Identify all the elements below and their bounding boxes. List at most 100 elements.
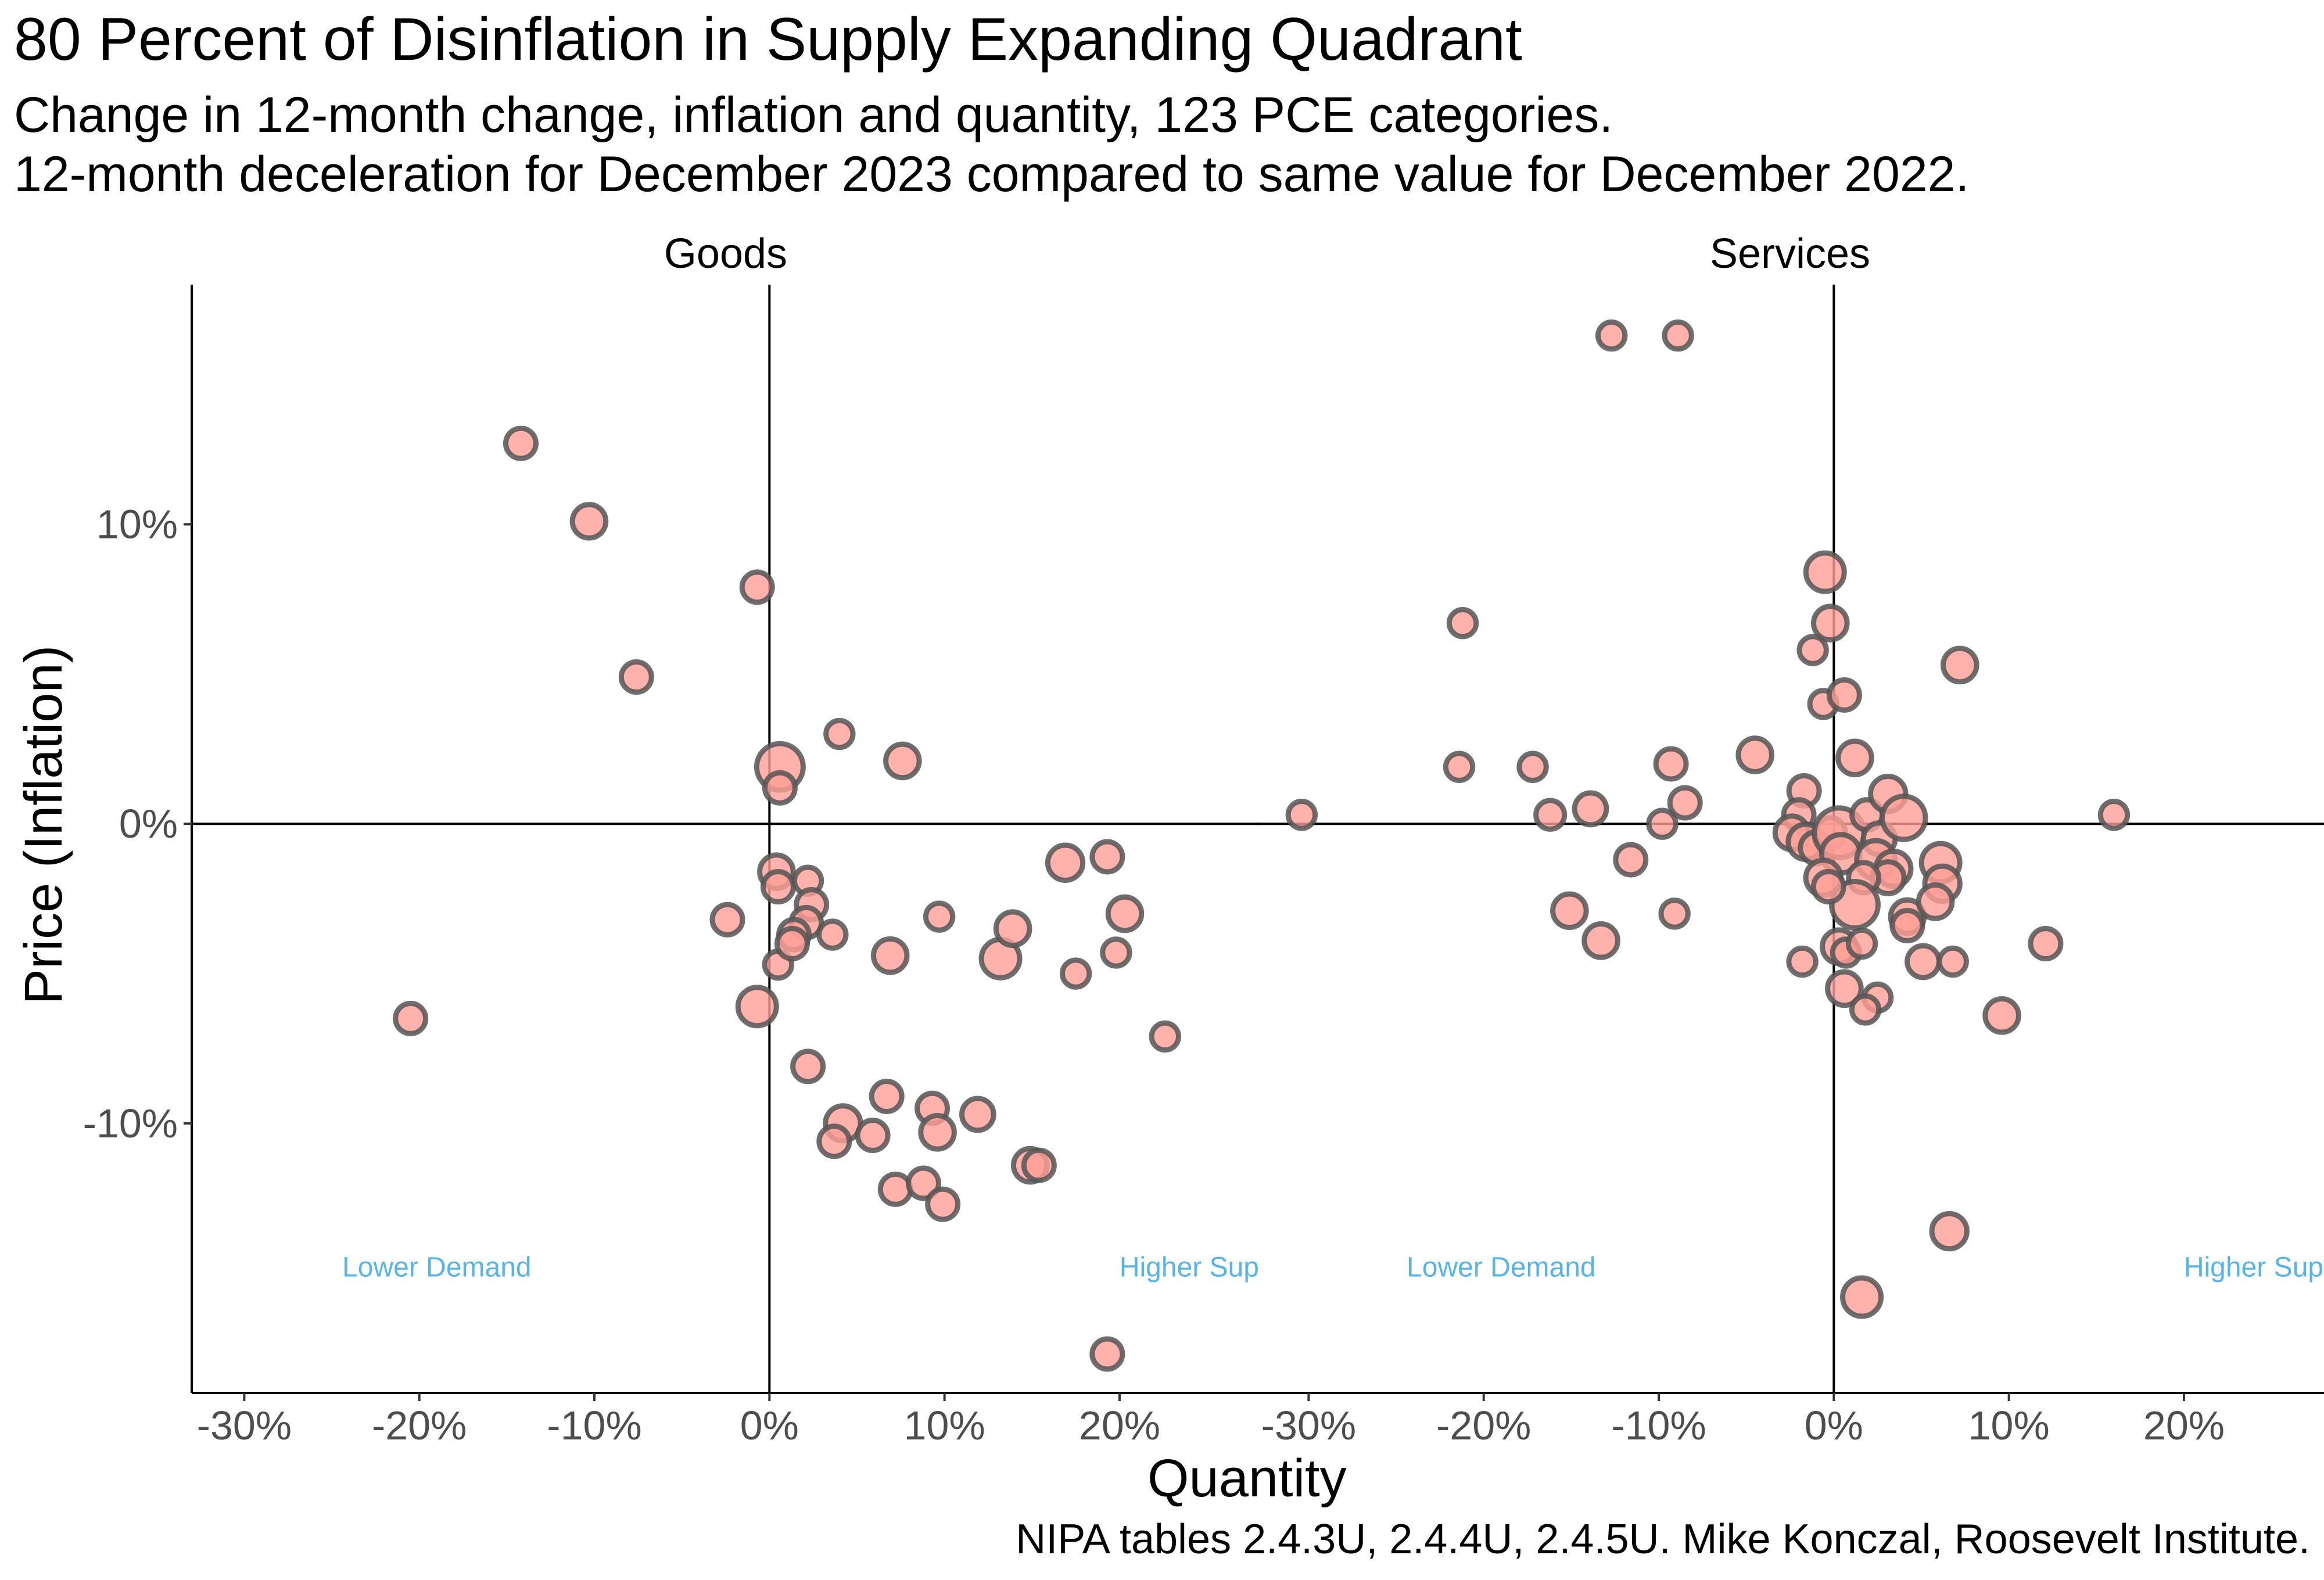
data-point — [918, 1113, 957, 1152]
x-tick-label: 0% — [740, 1403, 799, 1448]
data-point — [503, 425, 539, 461]
data-point — [2097, 799, 2131, 831]
data-point — [790, 1048, 826, 1085]
data-point — [1613, 842, 1649, 878]
y-tick-label: 10% — [96, 502, 178, 547]
data-point — [1089, 1336, 1125, 1372]
data-point — [1735, 735, 1775, 774]
data-point — [1845, 927, 1878, 960]
data-point — [1595, 319, 1628, 352]
data-point — [760, 869, 796, 905]
data-point — [959, 1096, 996, 1133]
data-point — [923, 900, 956, 933]
data-point — [735, 985, 779, 1029]
data-point — [1550, 891, 1589, 931]
x-tick-label: -10% — [547, 1403, 641, 1448]
facet-title-services: Services — [1709, 231, 1871, 277]
data-point — [1646, 807, 1679, 840]
data-point — [1905, 943, 1942, 981]
facet-title-goods: Goods — [664, 231, 788, 277]
data-point — [1840, 1275, 1884, 1319]
data-point — [869, 1078, 905, 1114]
y-tick-label: -10% — [83, 1101, 178, 1146]
data-point — [1929, 1211, 1970, 1252]
data-point — [883, 741, 922, 781]
data-point — [618, 659, 654, 695]
data-point — [877, 1171, 913, 1207]
data-point — [1810, 869, 1846, 905]
data-point — [1916, 882, 1955, 921]
data-point — [1940, 645, 1979, 685]
data-point — [569, 502, 609, 541]
data-point — [1572, 790, 1609, 828]
data-point — [1849, 993, 1882, 1026]
x-axis-title: Quantity — [1147, 1449, 1347, 1508]
x-tick-label: 0% — [1805, 1403, 1863, 1448]
source-caption: NIPA tables 2.4.3U, 2.4.4U, 2.4.5U. Mike… — [1016, 1516, 2310, 1563]
data-point — [1658, 897, 1691, 930]
data-point — [993, 909, 1032, 949]
x-tick-label: 20% — [1079, 1403, 1160, 1448]
data-point — [1533, 798, 1568, 832]
data-point — [1796, 634, 1829, 666]
chart-subtitle-line-1: Change in 12-month change, inflation and… — [14, 87, 1613, 143]
data-point — [1880, 793, 1928, 842]
data-point — [1653, 746, 1689, 782]
chart-title: 80 Percent of Disinflation in Supply Exp… — [14, 6, 1522, 73]
data-point — [1936, 945, 1969, 978]
x-tick-label: -20% — [1436, 1403, 1531, 1448]
data-point — [1089, 839, 1125, 875]
x-tick-label: -10% — [1611, 1403, 1706, 1448]
data-point — [1835, 738, 1874, 778]
quadrant-label: Higher Supply — [2184, 1252, 2324, 1283]
data-point — [1446, 607, 1479, 640]
x-tick-label: -30% — [197, 1403, 292, 1448]
x-tick-label: 20% — [2143, 1403, 2225, 1448]
data-point — [823, 717, 856, 751]
data-point — [1786, 945, 1819, 978]
data-point — [739, 569, 775, 605]
data-point — [1443, 751, 1476, 783]
data-point — [1803, 550, 1847, 594]
data-point — [762, 770, 798, 806]
x-tick-label: 10% — [904, 1403, 985, 1448]
data-point — [905, 1165, 941, 1201]
chart-subtitle-line-2: 12-month deceleration for December 2023 … — [14, 146, 1970, 202]
data-point — [1149, 1020, 1181, 1053]
data-point — [1100, 936, 1132, 969]
points-goods — [393, 425, 1181, 1372]
points-services — [1285, 319, 2131, 1319]
y-tick-label: 0% — [119, 801, 178, 846]
data-point — [1021, 1147, 1057, 1183]
data-point — [1581, 921, 1620, 960]
data-point — [1105, 894, 1145, 933]
quadrant-label: Lower Demand — [1407, 1252, 1596, 1283]
data-point — [1045, 842, 1086, 883]
x-tick-label: -20% — [372, 1403, 467, 1448]
data-point — [393, 1000, 429, 1036]
x-tick-label: 10% — [1968, 1403, 2050, 1448]
data-point — [870, 936, 910, 975]
data-point — [1982, 996, 2021, 1035]
quadrant-label: Lower Demand — [342, 1252, 532, 1283]
data-point — [2028, 925, 2064, 961]
data-point — [1826, 677, 1862, 713]
data-point — [1516, 751, 1549, 783]
data-point — [1059, 957, 1092, 990]
data-point — [774, 925, 810, 961]
data-point — [816, 1123, 852, 1159]
data-point — [1667, 785, 1703, 821]
y-axis-title: Price (Inflation) — [14, 645, 73, 1005]
data-point — [709, 902, 745, 938]
data-point — [1889, 908, 1925, 944]
data-point — [1825, 969, 1864, 1008]
x-tick-label: -30% — [1261, 1403, 1356, 1448]
data-point — [1285, 799, 1318, 831]
data-point — [925, 1186, 961, 1222]
quadrant-label: Higher Supply — [1120, 1252, 1295, 1283]
data-point — [1662, 319, 1694, 352]
data-point — [855, 1118, 891, 1154]
data-point — [1811, 604, 1850, 643]
data-point — [816, 918, 849, 951]
